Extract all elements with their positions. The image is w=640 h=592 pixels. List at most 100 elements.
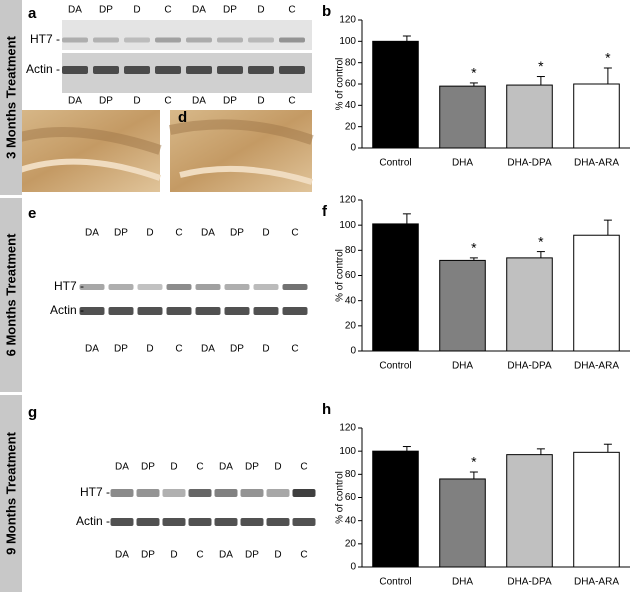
y-tick-label: 100 xyxy=(339,36,356,47)
band-actin xyxy=(166,307,192,315)
x-tick-label: DHA-ARA xyxy=(574,577,619,588)
y-tick-label: 40 xyxy=(345,295,357,306)
significance: * xyxy=(605,50,611,66)
y-tick-label: 120 xyxy=(339,423,356,434)
row-label-bg xyxy=(0,0,22,195)
lane-label: C xyxy=(175,344,182,355)
lane-label: DP xyxy=(99,5,113,16)
panel-label: f xyxy=(322,203,328,220)
lane-label: D xyxy=(146,228,153,239)
lane-label: DA xyxy=(201,228,215,239)
band-ht7 xyxy=(137,284,163,290)
band-ht7 xyxy=(240,489,264,497)
lane-label: DA xyxy=(115,462,129,473)
x-tick-label: Control xyxy=(379,158,411,169)
lane-label: DP xyxy=(114,344,128,355)
lane-label: D xyxy=(262,344,269,355)
row-label: 6 Months Treatment xyxy=(3,233,18,356)
significance: * xyxy=(538,233,544,249)
lane-label: D xyxy=(146,344,153,355)
lane-label: DA xyxy=(68,96,82,107)
lane-label: C xyxy=(196,550,203,561)
x-tick-label: Control xyxy=(379,577,411,588)
lane-label: C xyxy=(291,228,298,239)
lane-label: D xyxy=(133,96,140,107)
band-actin xyxy=(214,518,238,526)
row-label-bg xyxy=(0,198,22,392)
band-actin xyxy=(266,518,290,526)
bar xyxy=(372,223,419,352)
band-label: Actin - xyxy=(76,514,110,528)
band-actin xyxy=(224,307,250,315)
lane-label: D xyxy=(274,550,281,561)
y-tick-label: 60 xyxy=(345,79,357,90)
band-ht7 xyxy=(282,284,308,290)
panel-label: b xyxy=(322,3,331,20)
panel-label: h xyxy=(322,401,331,418)
band-actin xyxy=(136,518,160,526)
bar xyxy=(439,478,486,568)
lane-label: DP xyxy=(141,462,155,473)
y-tick-label: 20 xyxy=(345,538,357,549)
y-tick-label: 60 xyxy=(345,492,357,503)
lane-label: D xyxy=(257,5,264,16)
y-tick-label: 20 xyxy=(345,320,357,331)
x-tick-label: DHA xyxy=(452,361,473,372)
y-tick-label: 40 xyxy=(345,100,357,111)
lane-label: DA xyxy=(115,550,129,561)
x-tick-label: DHA-ARA xyxy=(574,361,619,372)
bar xyxy=(439,85,486,149)
band-label: HT7 - xyxy=(54,279,84,293)
x-tick-label: DHA xyxy=(452,158,473,169)
y-axis-label: % of control xyxy=(335,249,346,302)
lane-label: C xyxy=(175,228,182,239)
lane-label: DP xyxy=(230,228,244,239)
x-tick-label: DHA-ARA xyxy=(574,158,619,169)
band-actin xyxy=(279,66,305,74)
y-tick-label: 0 xyxy=(350,143,356,154)
panel-label: d xyxy=(178,109,187,126)
lane-label: D xyxy=(274,462,281,473)
y-tick-label: 80 xyxy=(345,245,357,256)
band-ht7 xyxy=(253,284,279,290)
significance: * xyxy=(471,454,477,470)
lane-label: DP xyxy=(245,550,259,561)
x-tick-label: DHA-DPA xyxy=(507,158,552,169)
y-tick-label: 60 xyxy=(345,270,357,281)
micrograph-c xyxy=(8,110,162,192)
lane-label: C xyxy=(288,96,295,107)
band-ht7 xyxy=(93,37,119,43)
bar xyxy=(506,84,553,149)
y-tick-label: 100 xyxy=(339,446,356,457)
band-ht7 xyxy=(155,37,181,43)
lane-label: DP xyxy=(245,462,259,473)
band-ht7 xyxy=(124,37,150,43)
lane-label: D xyxy=(170,550,177,561)
lane-label: DP xyxy=(223,5,237,16)
y-tick-label: 120 xyxy=(339,15,356,26)
significance: * xyxy=(538,58,544,74)
y-tick-label: 80 xyxy=(345,469,357,480)
band-actin xyxy=(137,307,163,315)
lane-label: C xyxy=(196,462,203,473)
band-ht7 xyxy=(166,284,192,290)
band-actin xyxy=(162,518,186,526)
lane-label: C xyxy=(300,550,307,561)
bar xyxy=(506,454,553,568)
lane-label: DA xyxy=(219,462,233,473)
band-ht7 xyxy=(186,37,212,43)
band-ht7 xyxy=(279,37,305,43)
band-ht7 xyxy=(62,37,88,43)
lane-label: DA xyxy=(192,5,206,16)
lane-label: C xyxy=(288,5,295,16)
band-ht7 xyxy=(79,284,105,290)
y-tick-label: 100 xyxy=(339,220,356,231)
lane-label: C xyxy=(164,5,171,16)
lane-label: DA xyxy=(85,344,99,355)
x-tick-label: DHA-DPA xyxy=(507,577,552,588)
band-actin xyxy=(253,307,279,315)
band-actin xyxy=(186,66,212,74)
band-actin xyxy=(110,518,134,526)
band-ht7 xyxy=(224,284,250,290)
